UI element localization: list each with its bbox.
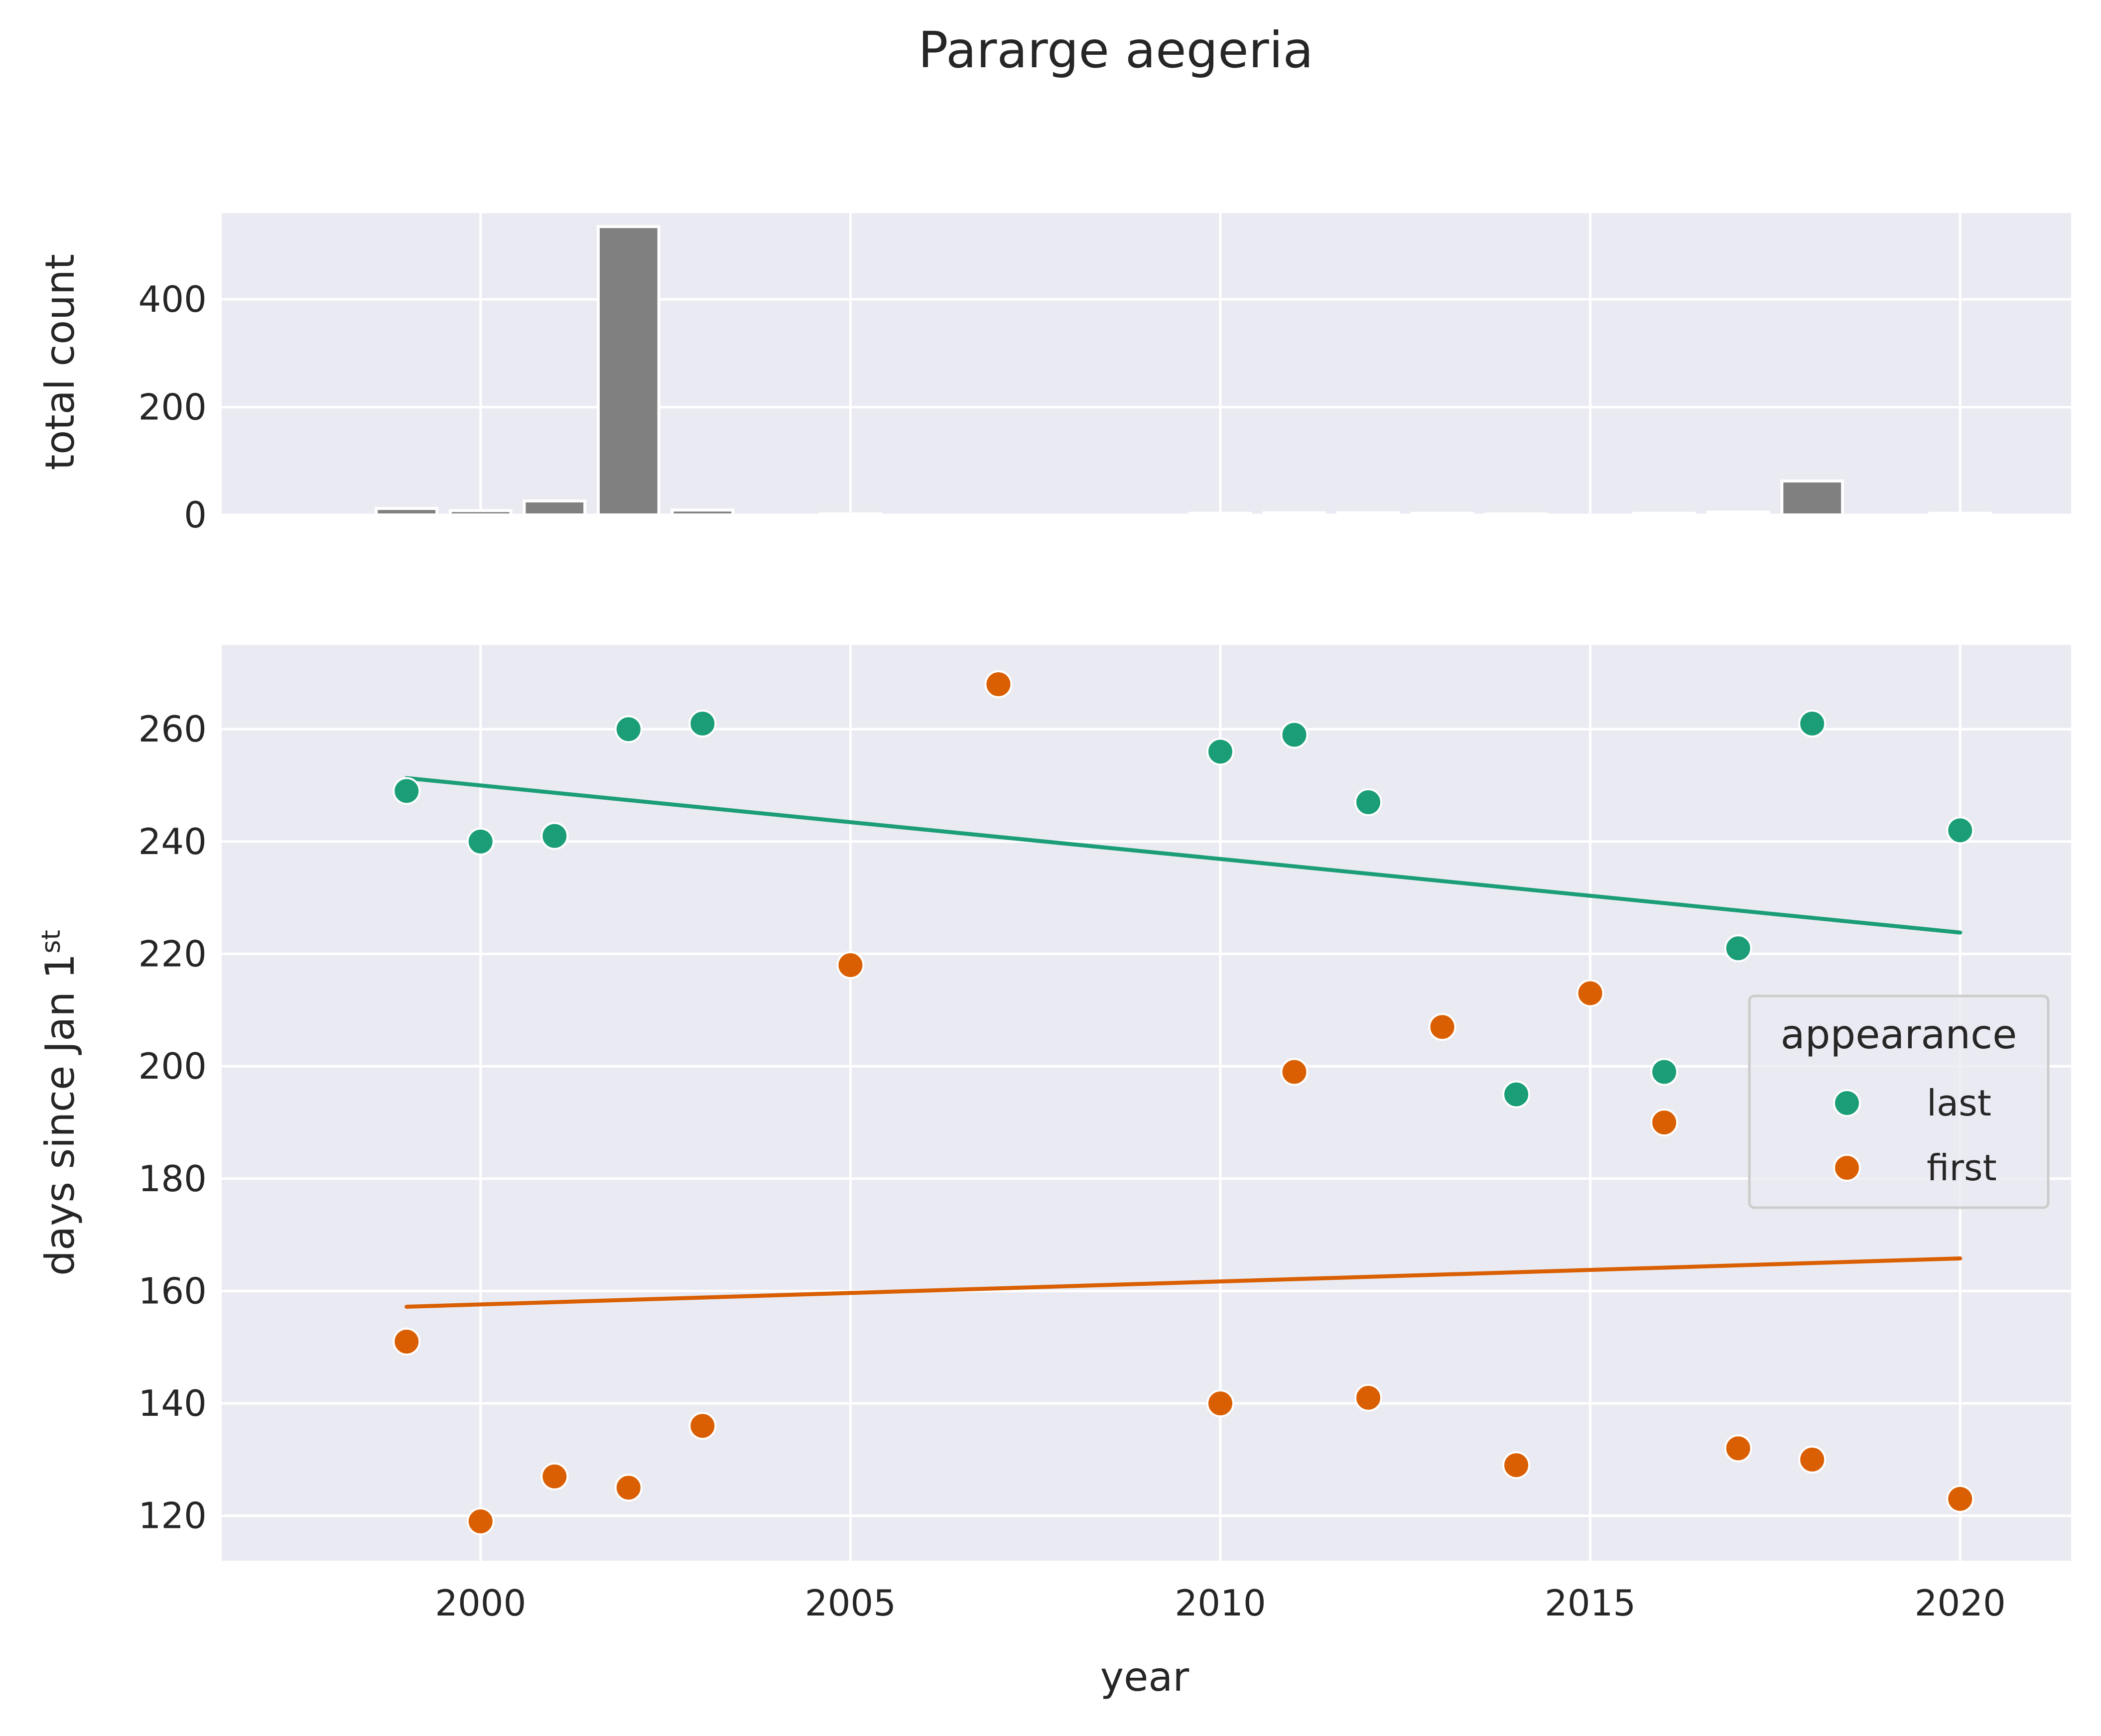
y-tick-labels: 120 140 160 180 200 220 240 260 — [138, 708, 207, 1537]
x-tick-labels: 2000 2005 2010 2015 2020 — [435, 1582, 2006, 1624]
bar — [818, 512, 883, 516]
scatter-points — [393, 670, 1974, 1536]
y-axis-label-main: days since Jan 1 — [37, 954, 83, 1276]
bar — [1410, 511, 1474, 516]
point-last — [614, 715, 643, 744]
trend-lines — [404, 776, 1963, 1309]
point-last — [1280, 721, 1309, 749]
point-first — [614, 1474, 643, 1502]
x-tick-label: 2020 — [1915, 1582, 2006, 1624]
legend-marker-last — [1833, 1089, 1861, 1117]
point-last — [466, 827, 495, 856]
point-first — [1650, 1108, 1679, 1136]
point-last — [1724, 934, 1752, 963]
y-axis-label: days since Jan 1st — [36, 930, 83, 1276]
y-tick-label: 140 — [138, 1382, 207, 1424]
point-last — [1502, 1080, 1531, 1109]
point-last — [393, 777, 421, 805]
top-y-tick-label: 0 — [184, 494, 207, 536]
point-first — [1576, 979, 1604, 1007]
point-first — [1502, 1451, 1531, 1480]
top-y-tick-labels: 0 200 400 — [138, 278, 207, 536]
point-first — [1206, 1389, 1235, 1418]
top-y-tick-label: 400 — [138, 278, 207, 320]
bar — [1928, 511, 1992, 516]
point-first — [1428, 1013, 1456, 1041]
trend-line-last — [404, 776, 1963, 935]
figure-title: Pararge aegeria — [918, 21, 1313, 79]
x-axis-label: year — [1100, 1654, 1189, 1700]
bar — [670, 508, 735, 517]
bar — [596, 225, 660, 516]
point-first — [984, 670, 1013, 698]
y-tick-label: 240 — [138, 821, 207, 863]
legend-title: appearance — [1781, 1011, 2017, 1058]
y-tick-label: 120 — [138, 1495, 207, 1537]
x-tick-label: 2005 — [805, 1582, 896, 1624]
y-tick-label: 200 — [138, 1045, 207, 1087]
y-tick-label: 260 — [138, 708, 207, 750]
point-last — [1206, 738, 1235, 766]
y-axis-label-superscript: st — [36, 930, 66, 953]
point-first — [1724, 1434, 1752, 1463]
point-last — [1354, 788, 1383, 816]
bar — [375, 507, 439, 516]
bar — [1262, 511, 1326, 516]
bar — [1780, 479, 1844, 517]
x-tick-label: 2015 — [1545, 1582, 1636, 1624]
top-bars — [375, 225, 1992, 517]
top-plot-area — [222, 213, 2071, 515]
point-first — [393, 1327, 421, 1356]
top-y-tick-label: 200 — [138, 386, 207, 428]
point-first — [540, 1462, 569, 1490]
point-first — [1354, 1383, 1383, 1412]
point-last — [1798, 709, 1827, 738]
legend-marker-first — [1833, 1154, 1861, 1182]
bar — [1484, 512, 1548, 516]
bar — [1706, 510, 1770, 516]
bar — [448, 509, 513, 517]
point-last — [688, 709, 717, 738]
legend-label-last: last — [1927, 1082, 1991, 1124]
legend: appearance last first — [1748, 994, 2050, 1209]
y-tick-label: 160 — [138, 1270, 207, 1312]
point-first — [466, 1507, 495, 1536]
point-first — [1280, 1058, 1309, 1086]
point-last — [1650, 1058, 1679, 1086]
legend-label-first: first — [1927, 1147, 1997, 1189]
trend-line-first — [404, 1256, 1963, 1309]
top-panel: 0 200 400 total count — [37, 213, 2071, 536]
point-first — [836, 951, 865, 980]
x-tick-label: 2010 — [1175, 1582, 1266, 1624]
y-tick-label: 180 — [138, 1158, 207, 1200]
point-last — [540, 822, 569, 850]
x-tick-label: 2000 — [435, 1582, 526, 1624]
bar — [1188, 511, 1252, 516]
legend-items: last first — [1833, 1082, 1997, 1189]
y-tick-label: 220 — [138, 933, 207, 975]
point-first — [1798, 1445, 1827, 1474]
point-last — [1946, 816, 1974, 845]
bar — [1632, 511, 1697, 516]
bar — [1336, 511, 1400, 516]
top-y-axis-label: total count — [37, 254, 83, 470]
main-panel: 2000 2005 2010 2015 2020 120 140 160 180 200 220 2… — [36, 645, 2071, 1700]
point-first — [1946, 1485, 1974, 1513]
legend-box — [1748, 994, 2050, 1209]
point-first — [688, 1412, 717, 1440]
bar — [523, 499, 587, 516]
